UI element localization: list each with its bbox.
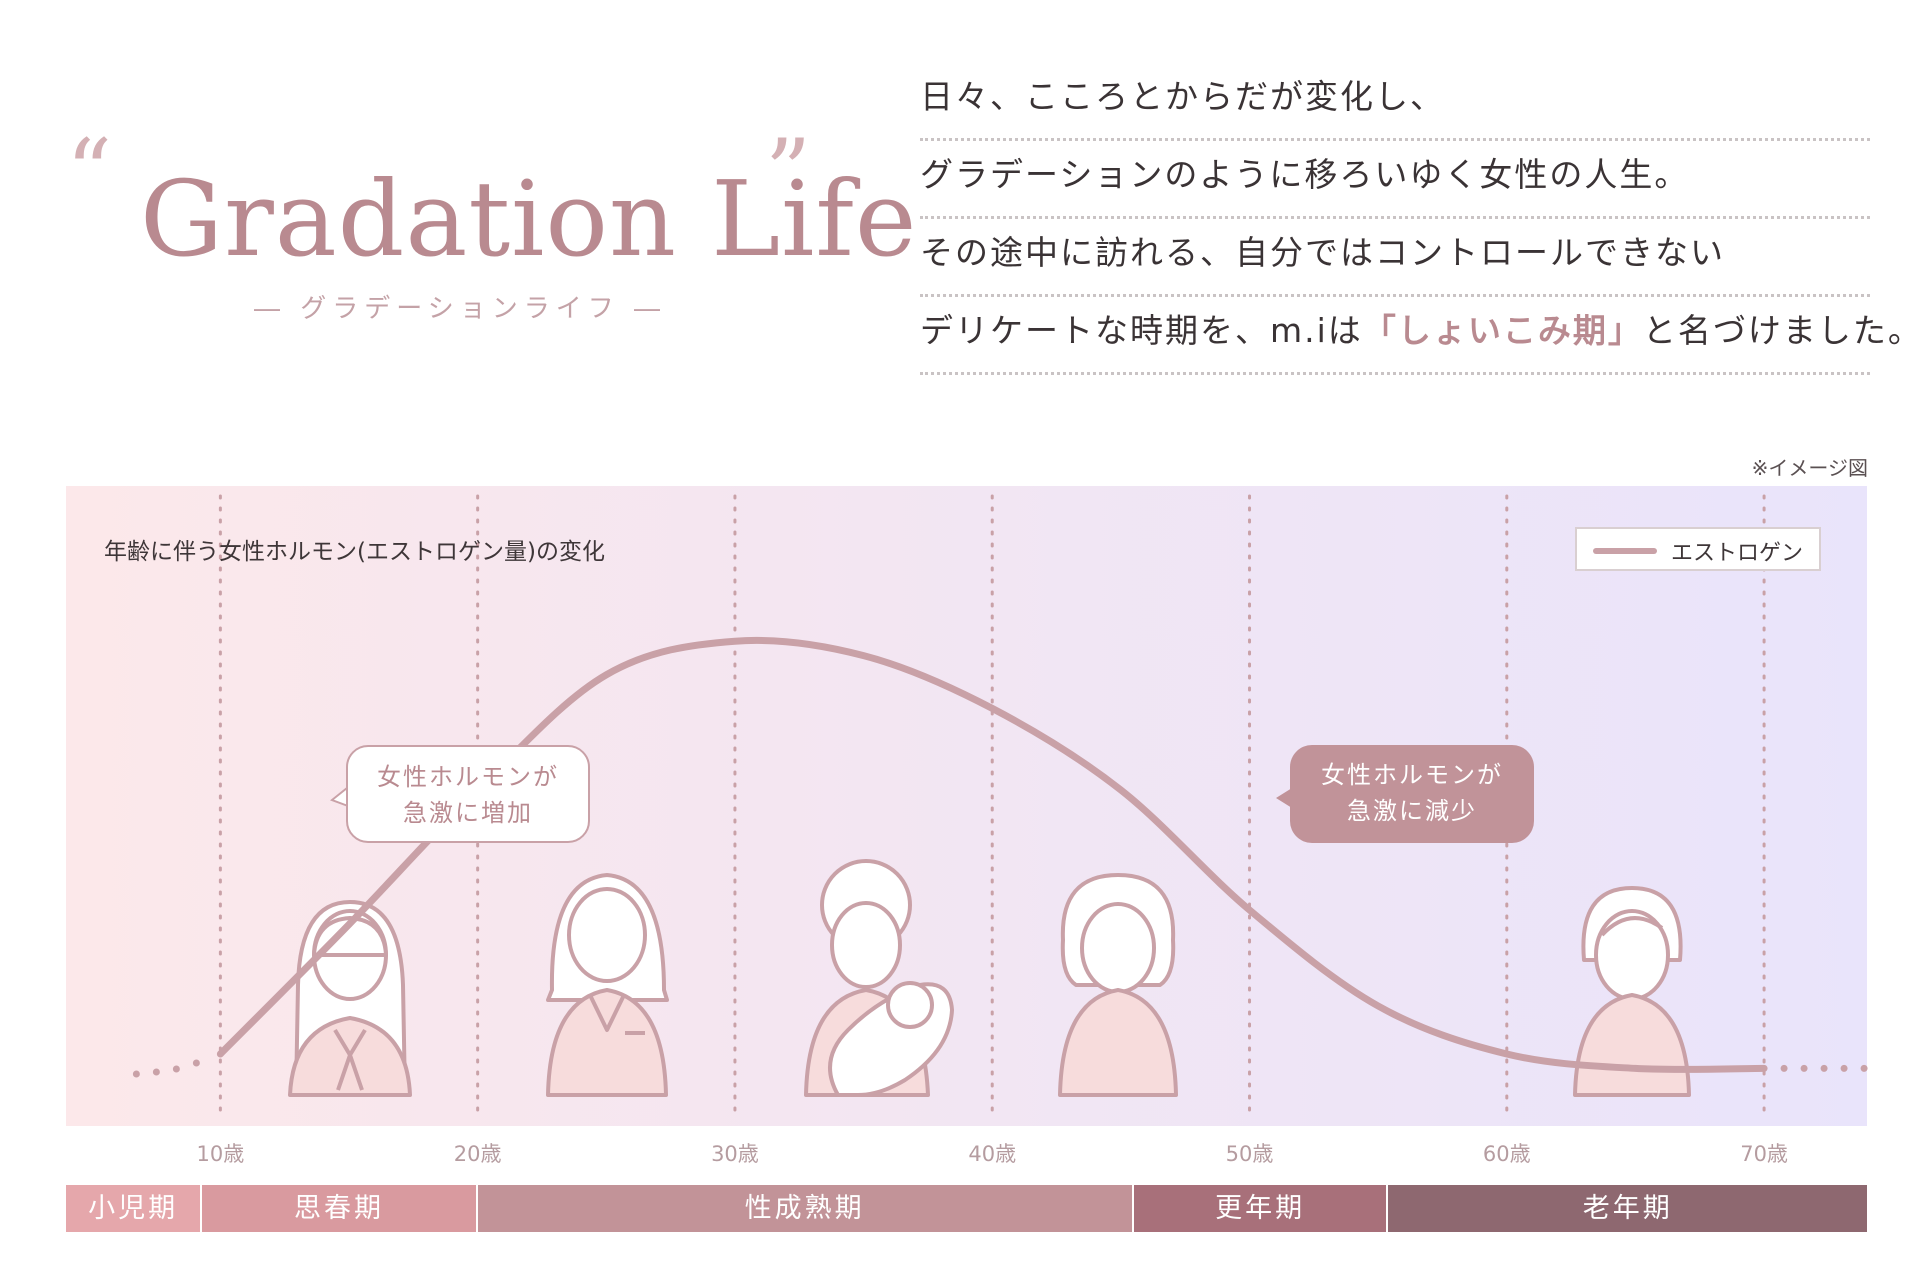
intro-line-1: 日々、こころとからだが変化し、 [920, 60, 1870, 141]
intro-text-3: その途中に訪れる、自分ではコントロールできない [920, 233, 1725, 272]
series-lead-dot [172, 1065, 180, 1073]
young-woman-icon [546, 873, 669, 1097]
x-tick-label-10: 10歳 [196, 1142, 245, 1166]
series-lead-dot [152, 1068, 160, 1076]
legend-swatch [1593, 548, 1657, 554]
intro-line-2: グラデーションのように移ろいゆく女性の人生。 [920, 138, 1870, 219]
series-trail-dot [1820, 1064, 1828, 1072]
series-trail-dot [1860, 1064, 1868, 1072]
increase-callout-pointer [330, 787, 349, 807]
series-trail-dot [1840, 1064, 1848, 1072]
stage-segment-1: 小児期 [66, 1185, 201, 1232]
x-tick-label-70: 70歳 [1740, 1142, 1788, 1166]
intro-text-4b: と名づけました。 [1642, 311, 1918, 350]
series-lead-dot [192, 1059, 200, 1067]
intro-line-3: その途中に訪れる、自分ではコントロールできない [920, 216, 1870, 297]
x-tick-label-40: 40歳 [968, 1142, 1017, 1166]
stage-segment-4: 更年期 [1133, 1185, 1387, 1232]
shoikomi-highlight: 「しょいこみ期」 [1362, 311, 1643, 350]
decrease-callout-line2: 急激に減少 [1347, 797, 1477, 825]
intro-text-1: 日々、こころとからだが変化し、 [920, 77, 1445, 116]
x-tick-label-50: 50歳 [1225, 1142, 1274, 1166]
stage-segment-5: 老年期 [1388, 1185, 1867, 1232]
series-trail-dot [1800, 1064, 1808, 1072]
middle-aged-woman-icon [1058, 873, 1178, 1097]
x-tick-label-30: 30歳 [711, 1142, 759, 1166]
decrease-callout-pointer [1276, 788, 1292, 808]
mother-with-baby-icon [804, 859, 954, 1097]
x-tick-label-20: 20歳 [453, 1142, 502, 1166]
intro-text-4a: デリケートな時期を、m.iは [920, 311, 1363, 350]
x-tick-label-60: 60歳 [1482, 1142, 1531, 1166]
chart-title: 年齢に伴う女性ホルモン(エストロゲン量)の変化 [104, 539, 605, 565]
increase-callout: 女性ホルモンが 急激に増加 [346, 745, 590, 843]
image-note: ※イメージ図 [1751, 456, 1868, 480]
intro-line-4: デリケートな時期を、m.iは「しょいこみ期」と名づけました。 [920, 294, 1918, 375]
stage-segment-2: 思春期 [202, 1185, 476, 1232]
intro-text-2: グラデーションのように移ろいゆく女性の人生。 [920, 155, 1690, 194]
series-trail-dot [1780, 1064, 1788, 1072]
series-lead-dot [132, 1070, 140, 1078]
decrease-callout: 女性ホルモンが 急激に減少 [1290, 745, 1534, 843]
increase-callout-line2: 急激に増加 [403, 799, 533, 827]
chart-legend: エストロゲン [1575, 527, 1821, 571]
legend-label: エストロゲン [1671, 541, 1804, 566]
increase-callout-line1: 女性ホルモンが [377, 763, 559, 791]
page-subtitle: ― グラデーションライフ ― [253, 294, 666, 324]
stage-segment-3: 性成熟期 [477, 1185, 1132, 1232]
open-quote-icon: “ [66, 120, 113, 225]
close-quote-icon: ” [765, 120, 812, 225]
decrease-callout-line1: 女性ホルモンが [1321, 761, 1503, 789]
child-girl-icon [288, 900, 412, 1097]
